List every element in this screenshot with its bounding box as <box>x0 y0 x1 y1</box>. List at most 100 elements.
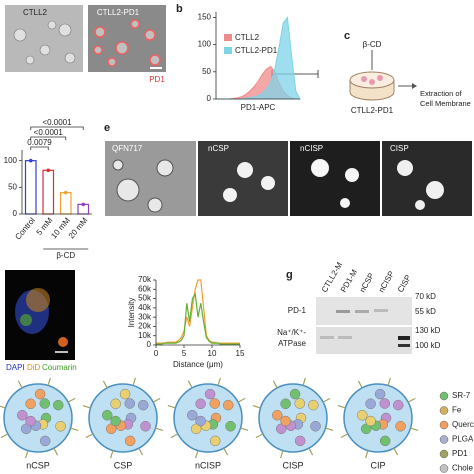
line <box>156 292 240 345</box>
row-label: ATPase <box>278 339 306 348</box>
payload <box>124 435 136 447</box>
bar-dot <box>28 158 33 163</box>
particle-label: nCSP <box>26 460 50 470</box>
step-label: Extraction of <box>420 89 463 98</box>
stain-label: DiD <box>27 363 41 372</box>
x-tick-label: Control <box>13 216 37 242</box>
panel-label: c <box>344 30 350 42</box>
western-blot <box>316 297 412 354</box>
payload <box>124 398 136 409</box>
surface-protein <box>393 447 399 456</box>
significance-label: <0.0001 <box>42 118 72 127</box>
image-label: QFN717 <box>112 144 143 153</box>
payload <box>395 420 406 432</box>
surface-protein <box>47 377 51 386</box>
row-label: Na⁺/K⁺- <box>277 328 306 337</box>
surface-protein <box>102 380 108 389</box>
payload <box>55 420 66 432</box>
payload <box>271 409 283 421</box>
payload <box>140 420 151 432</box>
lane-label: PD1-M <box>339 268 359 294</box>
confocal-image <box>5 270 75 360</box>
payload <box>186 409 198 421</box>
cell-label: CTLL2-PD1 <box>351 106 394 115</box>
surface-protein <box>340 433 349 439</box>
surface-protein <box>387 377 391 386</box>
y-tick-label: 0 <box>207 94 212 103</box>
bar-dot <box>46 168 51 173</box>
particle-label: nCISP <box>195 460 221 470</box>
marker-label: PD1 <box>149 75 165 84</box>
y-tick-label: 10k <box>138 331 152 340</box>
bar <box>59 192 72 215</box>
x-axis-label: Distance (μm) <box>173 360 223 369</box>
payload <box>379 435 391 447</box>
surface-protein <box>410 427 419 431</box>
payload <box>365 398 376 410</box>
particle-label: CISP <box>282 460 303 470</box>
surface-protein <box>325 427 334 431</box>
payload <box>356 409 368 421</box>
nanoparticle <box>173 383 243 453</box>
surface-protein <box>0 405 6 409</box>
petri-dish <box>349 50 417 101</box>
image-label: CISP <box>390 144 409 153</box>
surface-protein <box>255 433 264 439</box>
panel-label: e <box>104 122 110 134</box>
particle-label: CSP <box>114 460 133 470</box>
nanoparticle <box>88 383 158 453</box>
lane-label: CISP <box>396 273 413 294</box>
legend-icon <box>439 464 449 473</box>
payload <box>393 399 404 411</box>
legend-label: Chole <box>452 464 473 473</box>
payload <box>195 415 206 427</box>
surface-protein <box>302 377 306 386</box>
payload <box>374 388 386 400</box>
y-tick-label: 50k <box>138 294 152 303</box>
surface-protein <box>70 427 79 431</box>
x-tick-label: 10 <box>208 349 217 358</box>
legend-icon <box>439 406 449 415</box>
y-tick-label: 0 <box>13 209 18 218</box>
significance-label: 0.0079 <box>27 138 52 147</box>
legend-icon <box>439 420 449 430</box>
payload <box>223 399 234 411</box>
surface-protein <box>195 450 199 459</box>
y-tick-label: 40k <box>138 303 152 312</box>
y-tick-label: 30k <box>138 312 152 321</box>
surface-protein <box>132 377 136 386</box>
payload <box>280 415 291 427</box>
x-tick-label: 15 <box>236 349 245 358</box>
legend-swatch <box>224 47 232 54</box>
surface-protein <box>25 450 29 459</box>
legend-icon <box>439 435 449 444</box>
nanoparticle <box>3 383 73 453</box>
y-tick-label: 0 <box>147 340 152 349</box>
legend-icon <box>439 391 449 401</box>
bar <box>24 160 37 215</box>
x-tick-label: 0 <box>154 349 159 358</box>
payload <box>25 415 36 427</box>
legend-label: CTLL2 <box>235 33 260 42</box>
kd-label: 100 kD <box>415 341 441 350</box>
payload <box>294 398 306 409</box>
x-axis-label: PD1-APC <box>241 103 276 112</box>
payload <box>119 388 131 400</box>
surface-protein <box>217 377 221 386</box>
surface-protein <box>223 447 229 456</box>
group-label: β-CD <box>56 251 75 260</box>
image-label: nCSP <box>208 144 229 153</box>
payload <box>209 435 221 447</box>
legend-icon <box>439 449 449 459</box>
surface-protein <box>240 427 249 431</box>
payload <box>289 388 301 400</box>
y-tick-label: 70k <box>138 275 152 284</box>
y-axis-label: Intensity <box>127 298 136 328</box>
lane-label: nCISP <box>377 270 396 295</box>
step-label: Cell Membrane <box>420 99 471 108</box>
nanoparticle <box>258 383 328 453</box>
payload <box>195 398 206 410</box>
payload <box>280 398 291 410</box>
surface-protein <box>322 397 331 403</box>
surface-protein <box>308 447 314 456</box>
